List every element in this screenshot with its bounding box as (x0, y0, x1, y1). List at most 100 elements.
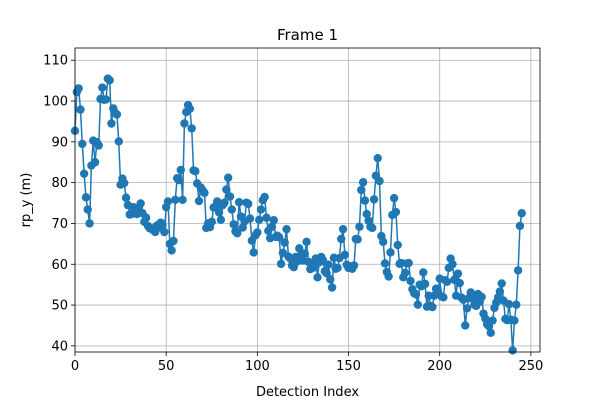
axis-ticks: 0 50 100 150 200 250 40 50 60 70 80 90 100 110 (43, 54, 543, 374)
data-point (81, 193, 91, 202)
data-point (411, 290, 421, 299)
data-point (90, 158, 100, 167)
data-point (504, 300, 514, 309)
x-tick-label: 0 (71, 359, 79, 374)
data-point (309, 263, 319, 272)
data-point (369, 195, 379, 204)
data-point (191, 167, 200, 176)
data-point (227, 205, 237, 214)
data-point (442, 277, 452, 287)
data-point (260, 192, 269, 202)
grid (74, 48, 540, 352)
data-point (83, 205, 92, 214)
data-point (207, 217, 216, 227)
data-point (229, 220, 238, 229)
data-point (400, 268, 410, 278)
data-point (404, 258, 413, 268)
data-point (107, 119, 116, 128)
data-point (327, 283, 337, 292)
y-axis-label: rp_y (m) (19, 173, 34, 228)
data-point (324, 260, 333, 269)
plot-area-frame (74, 47, 541, 353)
y-tick-label: 100 (43, 95, 68, 110)
data-point (180, 119, 189, 128)
data-point (508, 346, 517, 355)
data-point (174, 176, 184, 185)
data-point (373, 153, 382, 163)
data-point (280, 238, 289, 247)
data-point (141, 213, 151, 222)
data-point (187, 124, 196, 133)
data-point (94, 141, 103, 150)
data-point (245, 214, 255, 223)
data-point (295, 244, 304, 253)
data-point (368, 223, 377, 233)
data-series (70, 74, 526, 355)
data-point (375, 176, 384, 186)
y-tick-label: 50 (51, 299, 68, 314)
data-point (222, 185, 231, 194)
data-point (389, 193, 399, 203)
data-point (448, 260, 457, 269)
data-point (378, 237, 388, 247)
chart-title: Frame 1 (277, 26, 338, 44)
data-point (282, 224, 291, 234)
data-point (275, 233, 284, 242)
data-point (513, 266, 523, 275)
data-point (136, 199, 145, 208)
data-point (85, 219, 94, 228)
data-point (326, 275, 335, 284)
data-point (340, 250, 350, 260)
data-point (488, 316, 497, 325)
data-point (455, 278, 464, 288)
data-point (253, 228, 262, 237)
data-point (413, 300, 423, 309)
data-point (74, 84, 83, 93)
x-tick-label: 250 (518, 359, 543, 374)
data-point (419, 268, 428, 277)
x-tick-label: 200 (427, 359, 452, 374)
data-point (101, 95, 111, 104)
data-point (114, 137, 123, 146)
data-point (355, 222, 364, 231)
data-point (79, 169, 89, 178)
data-point (495, 287, 505, 296)
data-point (112, 110, 122, 119)
data-point (362, 209, 371, 219)
data-point (512, 300, 521, 309)
data-point (185, 104, 195, 114)
data-point (515, 221, 525, 231)
x-tick-label: 150 (336, 359, 361, 374)
data-point (497, 279, 506, 288)
data-point (234, 198, 244, 207)
data-point (276, 259, 286, 269)
data-point (420, 279, 430, 289)
data-point (78, 139, 87, 149)
data-point (169, 236, 178, 246)
data-point (256, 205, 266, 214)
y-tick-label: 80 (51, 176, 68, 191)
data-point (453, 269, 463, 278)
data-point (178, 195, 187, 204)
data-point (517, 209, 526, 218)
data-point (200, 188, 209, 198)
x-tick-label: 50 (158, 359, 175, 374)
data-point (76, 105, 85, 114)
data-point (357, 185, 366, 195)
data-point (337, 234, 346, 244)
data-point (176, 165, 185, 175)
y-tick-label: 110 (43, 54, 68, 69)
data-point (233, 229, 242, 238)
data-point (216, 215, 226, 224)
data-point (120, 178, 129, 188)
data-point (349, 261, 359, 270)
data-point (302, 237, 311, 247)
data-point (333, 263, 342, 273)
data-point (300, 249, 309, 258)
y-tick-label: 90 (51, 135, 68, 150)
data-point (167, 246, 176, 255)
data-point (214, 208, 224, 217)
data-point (121, 193, 131, 202)
y-tick-label: 60 (51, 258, 68, 273)
